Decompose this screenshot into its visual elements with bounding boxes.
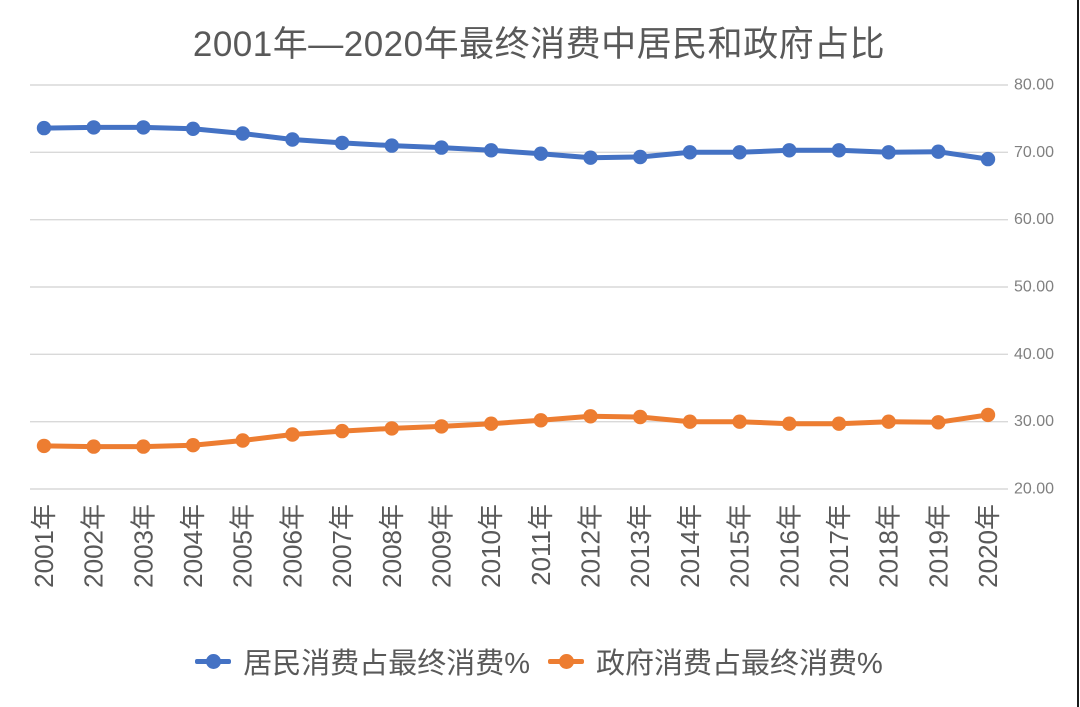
- legend-entry-government: 政府消费占最终消费%: [548, 640, 883, 682]
- x-axis-tick-label: 2010年: [476, 504, 506, 588]
- x-axis-tick-label: 2001年: [29, 504, 59, 588]
- data-point-marker: [334, 135, 350, 151]
- x-axis-tick-label: 2004年: [178, 504, 208, 588]
- data-point-marker: [782, 416, 797, 431]
- x-axis-tick-label: 2008年: [377, 504, 407, 588]
- data-point-marker: [136, 120, 151, 135]
- data-point-marker: [36, 120, 52, 136]
- y-axis-tick-label: 80.00: [1014, 77, 1054, 94]
- x-axis-tick-label: 2015年: [725, 504, 755, 588]
- data-point-marker: [285, 132, 300, 147]
- y-axis-tick-label: 40.00: [1014, 346, 1054, 363]
- data-point-marker: [334, 423, 350, 439]
- data-point-marker: [384, 138, 399, 153]
- data-point-marker: [185, 438, 201, 453]
- data-point-marker: [583, 409, 598, 424]
- x-axis-tick-label: 2014年: [675, 504, 705, 588]
- data-point-marker: [682, 145, 698, 160]
- data-point-marker: [533, 413, 549, 428]
- data-point-marker: [434, 140, 449, 155]
- x-axis-tick-label: 2005年: [228, 504, 258, 588]
- x-axis-tick-label: 2013年: [625, 504, 655, 588]
- data-point-marker: [881, 145, 896, 160]
- data-point-marker: [483, 143, 499, 158]
- data-point-marker: [633, 409, 648, 425]
- data-point-marker: [285, 427, 300, 442]
- x-axis-tick-label: 2017年: [824, 504, 854, 588]
- x-axis-tick-label: 2009年: [426, 504, 456, 588]
- data-point-marker: [831, 416, 847, 431]
- series-line-0: [41, 124, 991, 162]
- data-point-marker: [831, 143, 847, 158]
- data-point-marker: [583, 150, 598, 165]
- x-axis-tick-label: 2019年: [923, 504, 953, 588]
- legend-label-resident: 居民消费占最终消费%: [243, 648, 530, 680]
- data-point-marker: [36, 438, 52, 454]
- y-axis-tick-label: 70.00: [1014, 144, 1054, 161]
- data-point-marker: [732, 145, 747, 160]
- y-axis-tick-label: 30.00: [1014, 413, 1054, 430]
- data-point-marker: [931, 415, 946, 430]
- data-point-marker: [235, 433, 250, 448]
- data-point-marker: [980, 407, 996, 423]
- x-axis-tick-label: 2006年: [277, 504, 307, 588]
- data-point-marker: [136, 439, 151, 454]
- data-point-marker: [980, 151, 996, 167]
- x-axis-tick-label: 2007年: [327, 504, 357, 588]
- resident-series-marker-icon: [195, 653, 232, 669]
- legend-entry-resident: 居民消费占最终消费%: [195, 640, 530, 682]
- data-point-marker: [384, 421, 399, 436]
- data-point-marker: [533, 146, 549, 161]
- data-point-marker: [185, 121, 201, 136]
- data-point-marker: [235, 126, 250, 141]
- data-point-marker: [86, 439, 101, 454]
- data-point-marker: [881, 414, 896, 429]
- government-series-marker-icon: [548, 653, 584, 669]
- data-point-marker: [434, 419, 449, 434]
- data-point-marker: [483, 416, 499, 431]
- y-axis-tick-label: 50.00: [1014, 279, 1054, 296]
- series-line-1: [41, 412, 991, 450]
- x-axis-tick-label: 2003年: [128, 504, 158, 588]
- legend: 居民消费占最终消费% 政府消费占最终消费%: [0, 640, 1078, 682]
- x-axis-tick-label: 2016年: [774, 504, 804, 588]
- x-axis-tick-label: 2018年: [874, 504, 904, 588]
- data-point-marker: [682, 414, 698, 429]
- x-axis-tick-label: 2012年: [576, 504, 606, 588]
- chart-title: 2001年—2020年最终消费中居民和政府占比: [192, 25, 886, 64]
- x-axis-tick-label: 2020年: [973, 504, 1003, 588]
- data-point-marker: [86, 120, 101, 135]
- y-axis-tick-label: 60.00: [1014, 211, 1054, 228]
- image-right-border: [1077, 0, 1079, 707]
- legend-label-government: 政府消费占最终消费%: [596, 648, 883, 680]
- data-point-marker: [732, 414, 747, 429]
- data-point-marker: [633, 149, 648, 165]
- y-axis-tick-label: 20.00: [1014, 481, 1054, 498]
- data-point-marker: [931, 144, 946, 159]
- data-point-marker: [782, 143, 797, 158]
- x-axis-tick-label: 2011年: [526, 504, 556, 586]
- x-axis-tick-label: 2002年: [79, 504, 109, 588]
